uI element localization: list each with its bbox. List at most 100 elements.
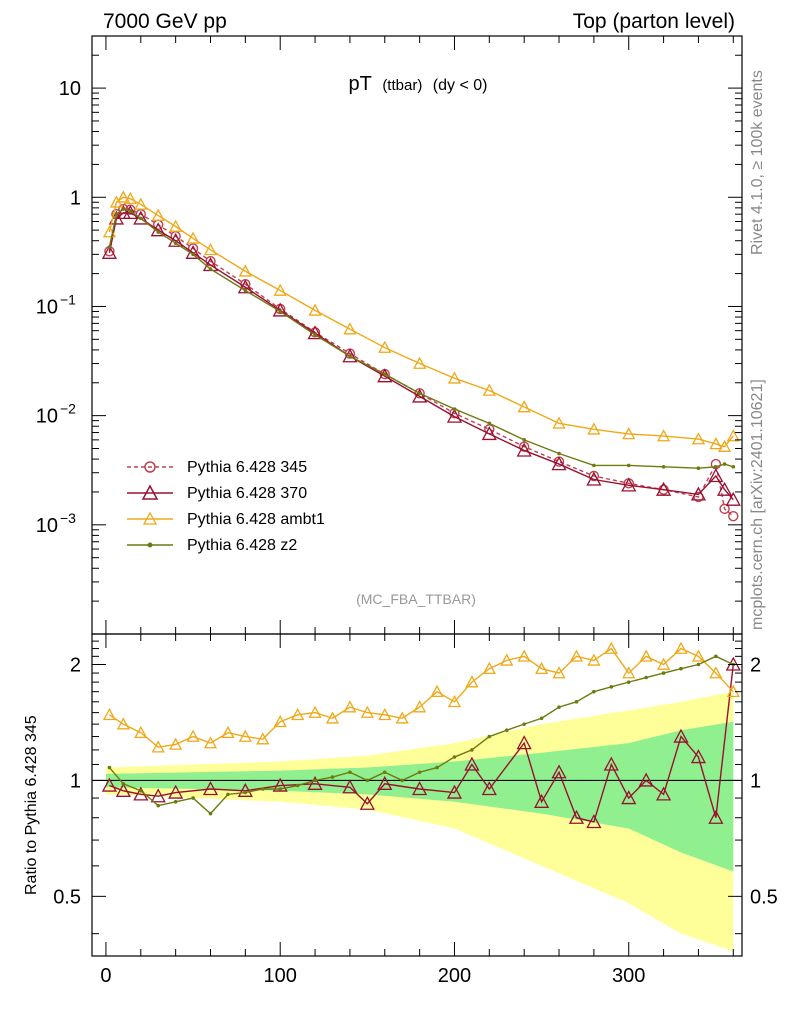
ratio-point-p370 [673,728,689,743]
analysis-watermark: (MC_FBA_TTBAR) [356,591,476,607]
ratio-point-ambt1 [308,705,322,718]
point-z2 [714,464,718,469]
ratio-point-z2 [696,662,701,667]
point-z2 [107,245,112,249]
ratio-point-ambt1 [291,707,305,721]
ratio-point-ambt1 [465,675,479,688]
ratio-point-ambt1 [221,725,235,739]
point-p370 [551,456,567,471]
ratio-point-p370 [586,814,602,829]
point-z2 [557,451,561,456]
title-main: pT [349,73,372,95]
ratio-point-ambt1 [238,729,252,742]
point-ambt1 [447,371,462,384]
ratio-point-z2 [714,654,718,659]
point-p370 [716,481,733,496]
point-z2 [243,288,248,293]
title-cond: (dy < 0) [433,77,488,94]
ratio-point-ambt1 [360,705,374,718]
header-left: 7000 GeV pp [103,10,227,33]
title-sub: (ttbar) [382,77,422,94]
series-z2 [107,207,736,471]
ratio-point-z2 [487,734,492,739]
ratio-point-z2 [539,716,544,721]
legend-marker-ambt1 [142,511,158,525]
legend-marker-p370 [141,484,159,500]
line-ambt1 [108,196,734,448]
ratio-point-z2 [191,796,195,800]
ratio-point-z2 [348,770,352,775]
point-z2 [191,252,195,257]
ratio-y-tick-label-left: 0.5 [53,886,81,908]
point-p370 [516,442,532,457]
point-p345 [719,503,730,515]
point-p370 [342,348,358,363]
ratio-point-p370 [464,756,480,771]
main-plot-title: pT (ttbar) (dy < 0) [349,73,488,95]
point-z2 [696,466,701,471]
point-p370 [446,408,463,423]
point-z2 [731,464,736,469]
ratio-series-ambt1 [102,641,740,753]
ratio-band-inner [105,721,734,872]
main-y-tick-label: 10 [59,78,81,100]
ratio-point-ambt1 [134,725,148,739]
point-p370 [655,481,672,496]
point-ambt1 [238,264,252,277]
ratio-point-p370 [272,777,288,792]
ratio-point-ambt1 [256,732,270,745]
point-ambt1 [134,197,148,210]
main-y-tick-label: 10 [36,296,58,318]
main-y-tick-exponent: −2 [60,401,76,417]
point-p370 [168,232,184,247]
point-z2 [114,212,119,216]
point-z2 [128,209,133,213]
ratio-point-p370 [307,775,323,790]
point-ambt1 [343,322,357,335]
ratio-point-p370 [101,777,118,792]
ratio-point-z2 [661,671,666,675]
point-z2 [348,354,352,359]
ratio-point-z2 [295,783,300,788]
mcplots-note: mcplots.cern.ch [arXiv:2401.10621] [749,379,766,630]
ratio-y-tick-label-right: 1 [750,770,761,792]
point-ambt1 [308,303,322,316]
ratio-plot-frame [91,633,743,957]
ratio-point-z2 [138,788,143,793]
legend-marker-z2 [147,542,153,548]
ratio-bands [92,691,742,952]
ratio-point-ambt1 [413,700,427,713]
header-right: Top (parton level) [573,10,735,33]
ratio-point-z2 [156,803,161,808]
ratio-point-p370 [150,788,166,803]
legend-marker-p345 [144,461,156,473]
point-ambt1 [273,283,287,296]
legend-label-ambt1: Pythia 6.428 ambt1 [187,511,325,528]
legend: Pythia 6.428 345 Pythia 6.428 370 Pythia… [127,459,325,554]
ratio-point-ambt1 [604,641,618,654]
point-ambt1 [717,439,732,452]
main-y-tick-exponent: −3 [60,510,76,526]
point-z2 [173,241,178,245]
main-y-tick-exponent: −1 [60,291,76,307]
ratio-point-ambt1 [116,717,130,730]
ratio-point-ambt1 [569,649,584,662]
ratio-point-z2 [243,790,248,795]
main-y-tick-label: 1 [70,187,81,209]
ratio-y-tick-label-right: 2 [750,654,761,676]
ratio-y-tick-label-left: 2 [70,654,81,676]
ratio-point-ambt1 [186,729,200,742]
ratio-point-p370 [638,772,654,787]
point-z2 [487,421,492,426]
point-z2 [313,333,317,337]
ratio-point-ambt1 [151,740,165,753]
ratio-point-ambt1 [203,736,218,749]
ratio-point-p370 [412,781,428,796]
point-ambt1 [413,356,427,369]
point-z2 [522,438,526,442]
ratio-point-ambt1 [395,711,409,724]
point-z2 [156,230,161,234]
x-tick-label: 200 [438,965,471,987]
ratio-point-z2 [208,811,213,816]
ratio-point-p370 [516,735,532,750]
